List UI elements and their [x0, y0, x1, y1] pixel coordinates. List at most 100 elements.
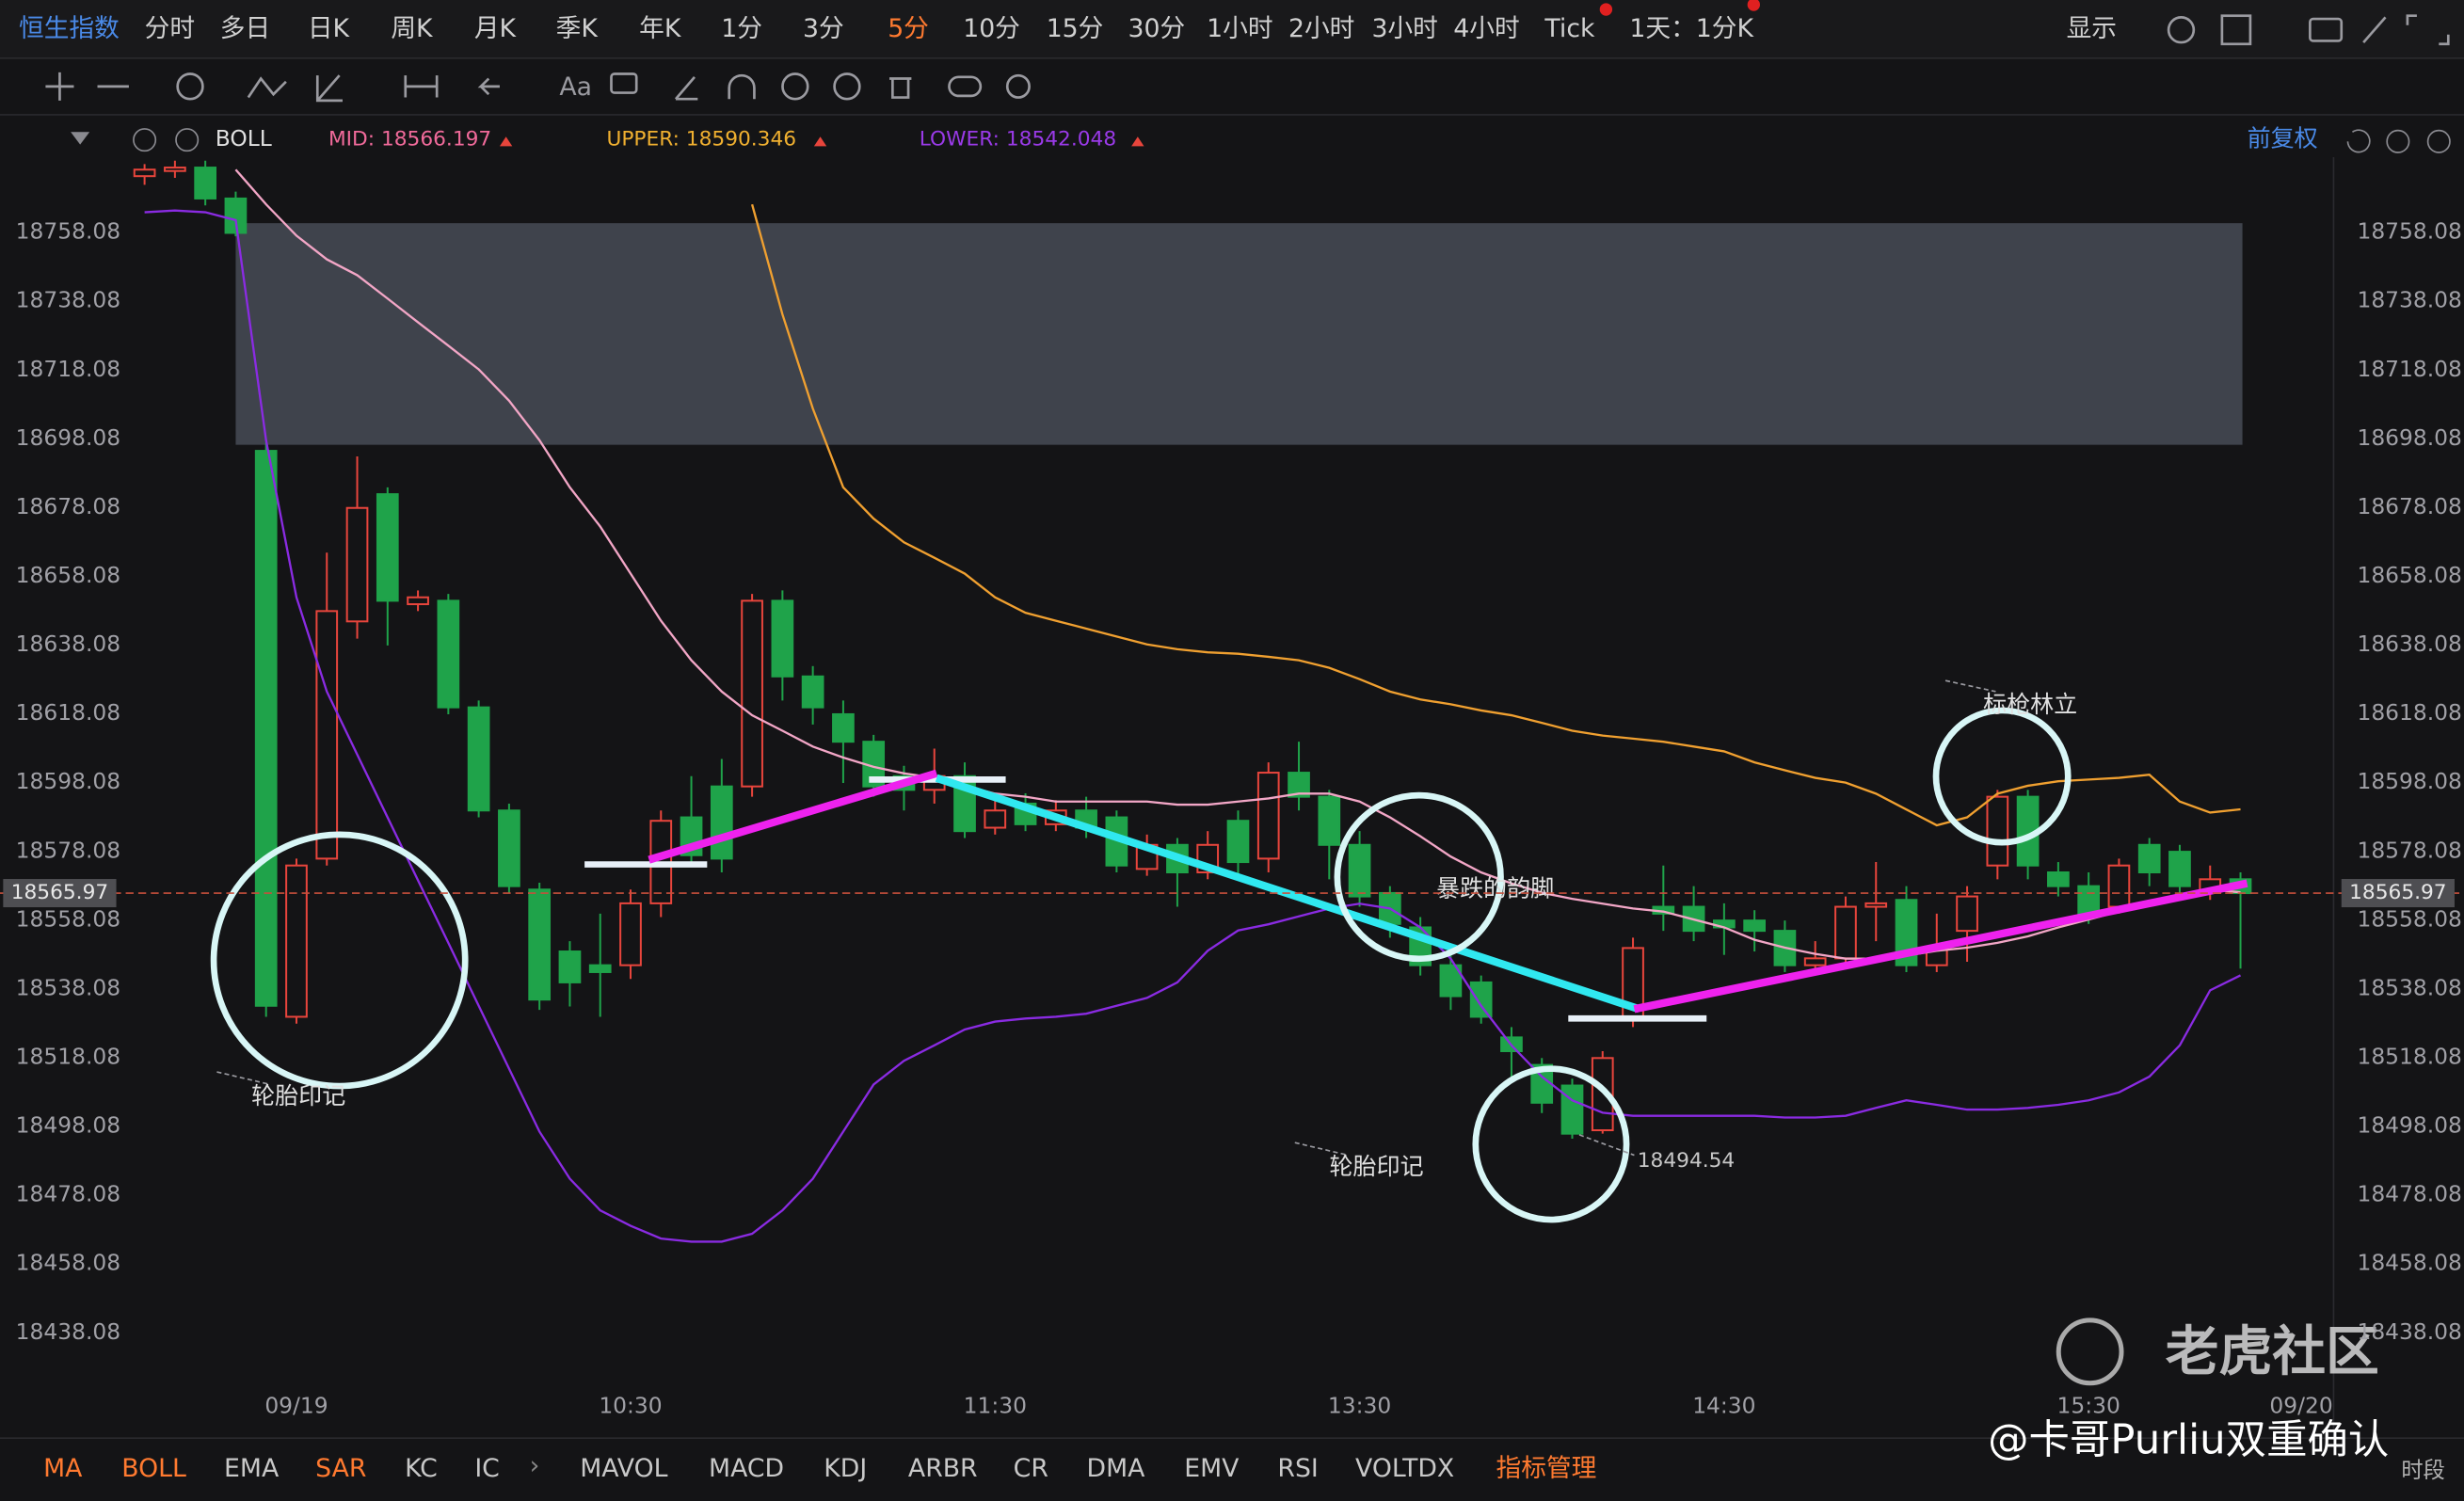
- symbol[interactable]: 恒生指数: [19, 14, 120, 43]
- tool-circle[interactable]: [176, 72, 204, 101]
- period-tab[interactable]: 季K: [556, 14, 600, 43]
- up-arrow: [1131, 136, 1144, 147]
- period-tab[interactable]: 周K: [391, 14, 434, 43]
- candle-body: [254, 450, 278, 1007]
- x-tick-label: 13:30: [1328, 1392, 1391, 1418]
- candle-body: [1256, 772, 1280, 860]
- tool-delete[interactable]: [889, 77, 912, 99]
- collapse-icon[interactable]: [71, 132, 90, 145]
- y-tick-label-right: 18718.08: [2357, 356, 2461, 382]
- candle-body: [1834, 905, 1857, 960]
- indicator-tab[interactable]: DMA: [1087, 1454, 1146, 1483]
- x-tick-label: 10:30: [599, 1392, 662, 1418]
- draw-icon[interactable]: [2362, 16, 2387, 43]
- indicator-close[interactable]: [175, 128, 200, 152]
- tool-note[interactable]: [610, 72, 638, 94]
- indicator-tab[interactable]: ARBR: [908, 1454, 978, 1483]
- period-tab[interactable]: 1小时: [1207, 14, 1272, 43]
- period-tab[interactable]: 15分: [1047, 14, 1104, 43]
- candle-body: [2137, 843, 2161, 874]
- period-tab[interactable]: Tick: [1544, 14, 1595, 43]
- y-tick-label: 18578.08: [16, 837, 120, 863]
- leader-lines: [216, 679, 1996, 1157]
- more-arrow[interactable]: ›: [530, 1451, 540, 1480]
- tool-pen[interactable]: [674, 75, 698, 101]
- drawing-tools[interactable]: [45, 72, 1031, 103]
- indicator-tab[interactable]: IC: [474, 1454, 500, 1483]
- indicator-tab[interactable]: EMA: [224, 1454, 280, 1483]
- period-tab[interactable]: 多日: [220, 14, 270, 43]
- indicator-tab[interactable]: BOLL: [121, 1454, 186, 1483]
- tool-wave[interactable]: [247, 76, 287, 99]
- tool-move[interactable]: [45, 72, 74, 101]
- camera-icon[interactable]: [2309, 17, 2344, 42]
- annotation: 标枪林立: [1983, 691, 2077, 718]
- candle-body: [407, 596, 429, 606]
- indicator-tab[interactable]: MAVOL: [580, 1454, 667, 1483]
- tool-arrow[interactable]: [477, 77, 500, 96]
- layout-icon[interactable]: [2220, 14, 2252, 46]
- tool-measure[interactable]: [404, 75, 439, 98]
- candle-body: [437, 599, 460, 709]
- footer-right[interactable]: 时段: [2401, 1457, 2445, 1483]
- indicator-tab[interactable]: MA: [43, 1454, 83, 1483]
- candle-body: [1956, 895, 1978, 933]
- candle-body: [771, 599, 794, 678]
- indicator-tab[interactable]: MACD: [709, 1454, 784, 1483]
- indicator-tab[interactable]: SAR: [315, 1454, 366, 1483]
- zoom-out[interactable]: [2386, 129, 2410, 153]
- period-tab[interactable]: 年K: [639, 14, 682, 43]
- adjust-mode[interactable]: 前复权: [2248, 125, 2318, 152]
- period-tab[interactable]: 1分: [721, 14, 762, 43]
- zoom-controls[interactable]: [2346, 129, 2451, 153]
- indicator-tab[interactable]: VOLTDX: [1355, 1454, 1454, 1483]
- y-tick-label: 18478.08: [16, 1181, 120, 1207]
- tool-toggle[interactable]: [948, 75, 983, 98]
- period-tab[interactable]: 日K: [308, 14, 351, 43]
- period-tab[interactable]: 4小时: [1453, 14, 1519, 43]
- settings-icon[interactable]: [2167, 16, 2196, 44]
- period-tab[interactable]: 3小时: [1371, 14, 1437, 43]
- candle-body: [315, 610, 339, 860]
- leader-line: [216, 1071, 271, 1086]
- period-tab[interactable]: 2小时: [1288, 14, 1354, 43]
- tool-lock[interactable]: [781, 72, 809, 101]
- fullscreen-icon[interactable]: [2406, 14, 2450, 46]
- plot-area: [133, 160, 2252, 1243]
- period-tab[interactable]: 5分: [888, 14, 929, 43]
- top-right-icons[interactable]: [2167, 14, 2450, 46]
- x-tick-label: 15:30: [2056, 1392, 2120, 1418]
- indicator-tab[interactable]: RSI: [1277, 1454, 1318, 1483]
- candle-body: [1469, 981, 1493, 1018]
- y-tick-label-right: 18498.08: [2357, 1112, 2461, 1139]
- period-tab[interactable]: 分时: [145, 14, 195, 43]
- indicator-tab[interactable]: 指标管理: [1496, 1454, 1597, 1483]
- y-tick-label-right: 18438.08: [2357, 1318, 2461, 1345]
- x-tick-label: 09/19: [264, 1392, 328, 1418]
- period-tab[interactable]: 30分: [1128, 14, 1186, 43]
- tool-settings[interactable]: [1005, 73, 1031, 99]
- tool-magnet[interactable]: [728, 73, 756, 100]
- last-price-label-right: 18565.97: [2349, 881, 2446, 904]
- indicator-settings[interactable]: [133, 128, 157, 152]
- indicator-tab[interactable]: CR: [1014, 1454, 1048, 1483]
- y-tick-label: 18498.08: [16, 1112, 120, 1139]
- zoom-in[interactable]: [2426, 129, 2451, 153]
- candle-body: [1318, 795, 1341, 846]
- period-tab[interactable]: 月K: [474, 14, 518, 43]
- candle-body: [1986, 795, 2009, 867]
- indicator-tab[interactable]: EMV: [1184, 1454, 1240, 1483]
- tool-text[interactable]: Aa: [559, 72, 592, 102]
- period-select[interactable]: 1天：1分K: [1629, 14, 1754, 43]
- period-tab[interactable]: 10分: [963, 14, 1020, 43]
- reset-icon[interactable]: [2346, 129, 2371, 153]
- display-menu[interactable]: 显示: [2067, 14, 2117, 43]
- watermark-author: @卡哥Purliu双重确认: [1988, 1417, 2389, 1464]
- indicator-tab[interactable]: KC: [405, 1454, 438, 1483]
- indicator-tab[interactable]: KDJ: [824, 1454, 867, 1483]
- tool-hide[interactable]: [833, 72, 861, 101]
- tool-fib[interactable]: [315, 74, 343, 103]
- y-tick-label-right: 18578.08: [2357, 837, 2461, 863]
- indicator-name[interactable]: BOLL: [216, 125, 272, 152]
- period-tab[interactable]: 3分: [803, 14, 844, 43]
